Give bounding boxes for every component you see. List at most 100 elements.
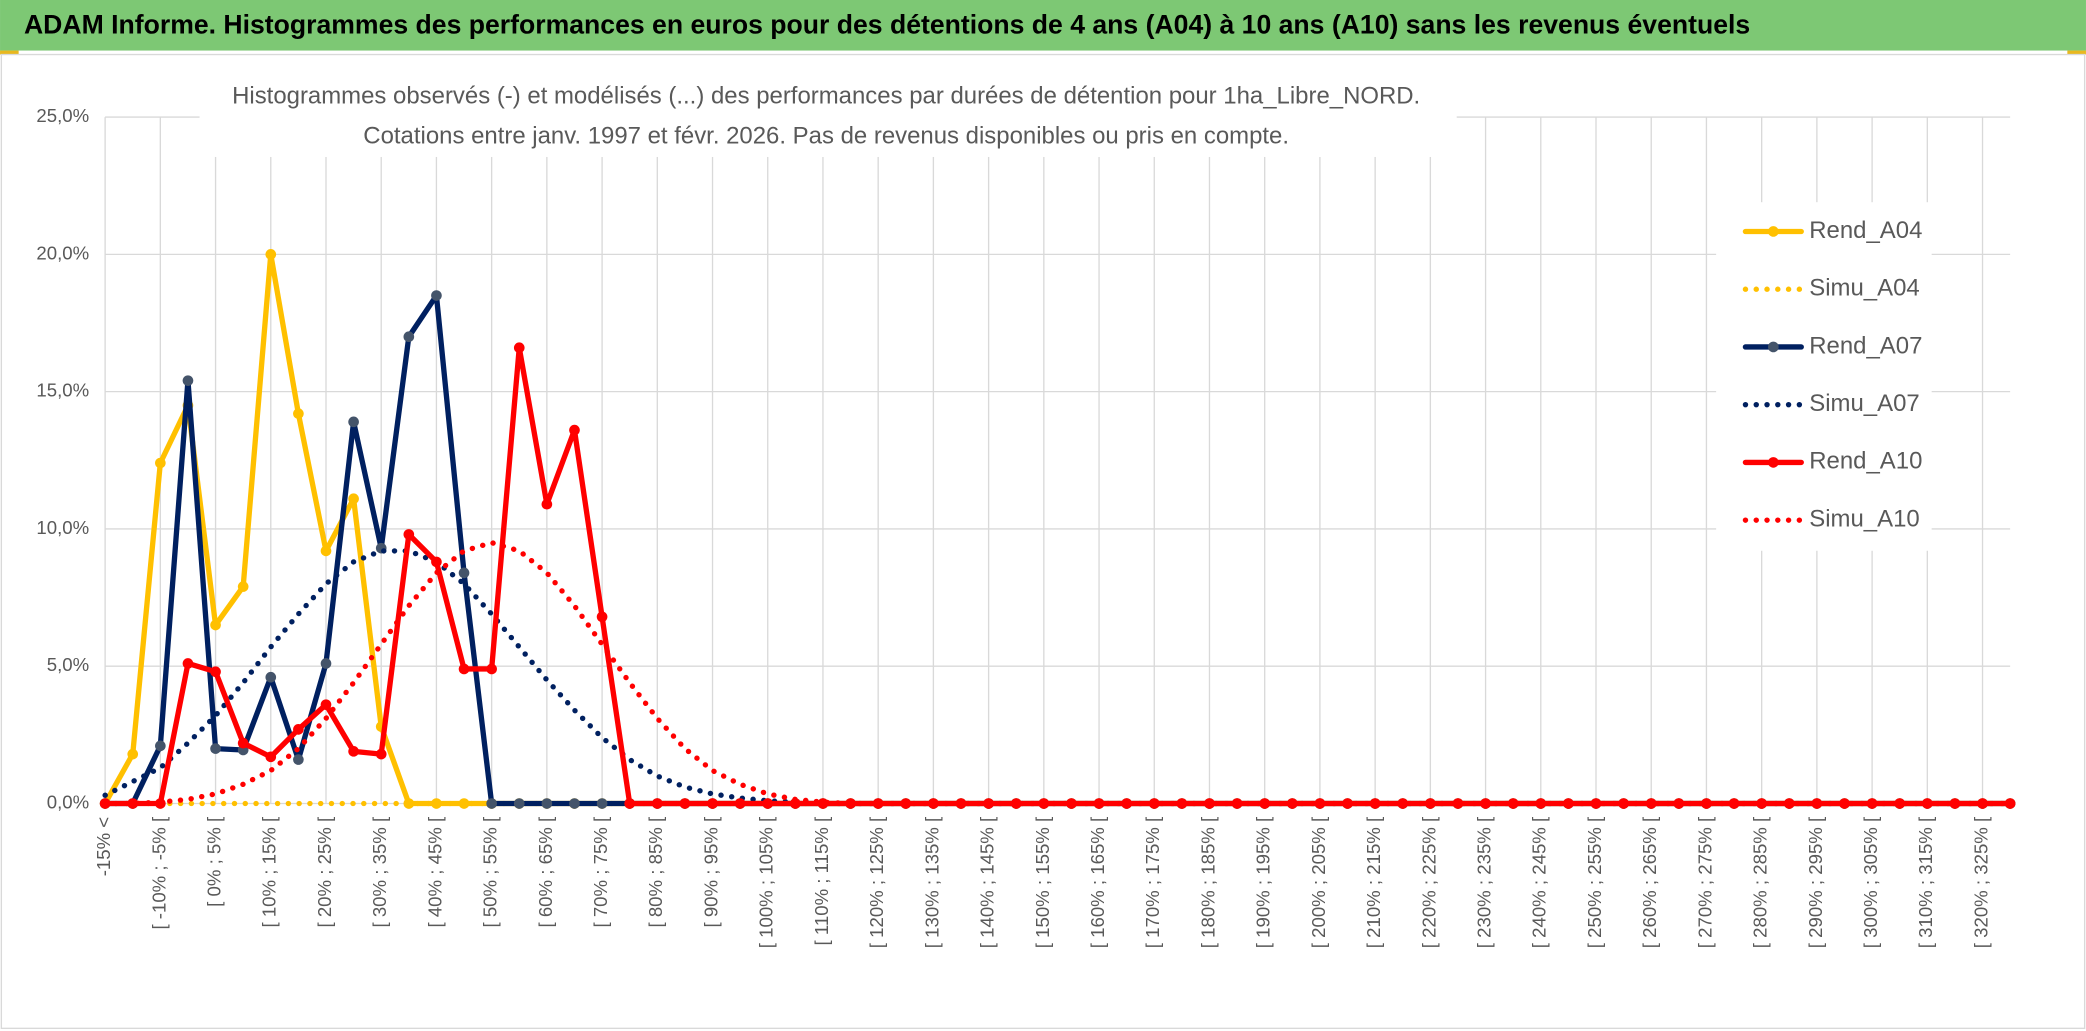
marker	[486, 798, 497, 809]
legend-marker	[1768, 341, 1779, 353]
marker	[320, 545, 332, 557]
x-tick-label: [ 230% ; 235% [	[1473, 816, 1494, 948]
x-tick-label: [ 50% ; 55% [	[480, 816, 501, 928]
marker	[210, 743, 221, 754]
corner-accent	[0, 50, 19, 55]
y-tick-label: 15,0%	[36, 380, 89, 401]
marker	[403, 529, 415, 540]
marker	[458, 567, 470, 579]
marker	[293, 724, 304, 735]
marker	[210, 619, 221, 631]
x-tick-label: [ 200% ; 205% [	[1308, 816, 1329, 948]
marker	[210, 666, 221, 678]
marker	[1590, 798, 1602, 809]
marker	[569, 424, 580, 436]
x-tick-label: [ 260% ; 265% [	[1639, 816, 1660, 948]
marker	[1259, 798, 1271, 809]
marker	[1010, 798, 1022, 809]
marker	[872, 798, 884, 809]
marker	[790, 798, 801, 809]
x-tick-label: [ 100% ; 105% [	[756, 816, 777, 948]
marker	[1314, 798, 1326, 809]
marker	[596, 611, 608, 623]
marker	[707, 798, 718, 809]
y-tick-label: 5,0%	[47, 654, 89, 675]
legend-box	[1716, 202, 1932, 551]
marker	[127, 748, 139, 760]
x-tick-label: [ 300% ; 305% [	[1860, 816, 1881, 948]
marker	[431, 556, 442, 568]
x-tick-label: [ 270% ; 275% [	[1694, 816, 1715, 948]
marker	[431, 290, 442, 301]
x-tick-label: [ 150% ; 155% [	[1032, 816, 1053, 948]
marker	[237, 737, 249, 749]
marker	[348, 746, 359, 757]
marker	[320, 699, 332, 710]
x-tick-label: [ 240% ; 245% [	[1529, 816, 1550, 948]
marker	[486, 663, 497, 675]
marker	[651, 798, 663, 809]
marker	[265, 671, 277, 683]
marker	[1783, 798, 1795, 809]
marker	[1342, 798, 1353, 809]
header-bar	[0, 0, 2086, 51]
marker	[513, 342, 525, 354]
marker	[1507, 798, 1519, 809]
x-tick-label: [ 140% ; 145% [	[977, 816, 998, 948]
marker	[541, 798, 553, 809]
plot	[99, 249, 2016, 809]
marker	[155, 457, 166, 469]
marker	[348, 416, 359, 428]
x-tick-label: [ 130% ; 135% [	[921, 816, 942, 948]
marker	[1645, 798, 1657, 809]
marker	[375, 748, 387, 760]
corner-accent	[2067, 50, 2086, 55]
marker	[348, 493, 359, 505]
marker	[569, 798, 580, 809]
x-tick-label: [ 90% ; 95% [	[700, 816, 721, 928]
marker	[237, 581, 249, 592]
marker	[1756, 798, 1767, 809]
x-tick-label: [ 70% ; 75% [	[590, 816, 611, 928]
x-tick-label: [ 220% ; 225% [	[1418, 816, 1439, 948]
grid: 0,0% 5,0% 10,0% 15,0% 20,0% 25,0% -15% < [ -10%…	[36, 105, 2011, 948]
title-box	[199, 77, 1457, 157]
x-tick-label: [ 10% ; 15% [	[259, 816, 280, 928]
chart-subtitle: Cotations entre janv. 1997 et févr. 2026…	[363, 122, 1289, 149]
x-tick-label: [ 0% ; 5% [	[203, 816, 224, 907]
y-tick-label: 25,0%	[36, 105, 89, 126]
y-tick-label: 20,0%	[36, 242, 89, 263]
marker	[458, 663, 470, 675]
x-tick-label: [ 60% ; 65% [	[535, 816, 556, 928]
marker	[1839, 798, 1850, 809]
legend: Rend_A04 Simu_A04 Rend_A07 Simu_A07 Rend_A10…	[1716, 202, 1932, 551]
series-line	[102, 540, 2013, 807]
x-tick-label: [ 160% ; 165% [	[1087, 816, 1108, 948]
marker	[182, 375, 194, 386]
marker	[1701, 798, 1712, 809]
legend-label: Rend_A10	[1809, 448, 1922, 475]
x-tick-label: [ 20% ; 25% [	[314, 816, 335, 928]
marker	[513, 798, 525, 809]
marker	[1452, 798, 1464, 809]
marker	[762, 798, 774, 809]
x-tick-label: [ 210% ; 215% [	[1363, 816, 1384, 948]
x-tick-label: [ 310% ; 315% [	[1915, 816, 1936, 948]
header-title: ADAM Informe. Histogrammes des performan…	[24, 10, 1750, 40]
legend-marker	[1768, 457, 1779, 468]
marker	[596, 798, 608, 809]
marker	[1949, 798, 1961, 809]
legend-label: Simu_A07	[1809, 390, 1919, 417]
marker	[182, 658, 194, 669]
marker	[403, 331, 415, 343]
x-tick-label: [ 190% ; 195% [	[1253, 816, 1274, 948]
marker	[900, 798, 912, 809]
marker	[127, 798, 139, 809]
marker	[155, 740, 166, 752]
marker	[265, 249, 277, 260]
chart-border	[0, 53, 2086, 1030]
marker	[955, 798, 967, 809]
x-tick-label: [ 120% ; 125% [	[866, 816, 887, 948]
marker	[1066, 798, 1077, 809]
